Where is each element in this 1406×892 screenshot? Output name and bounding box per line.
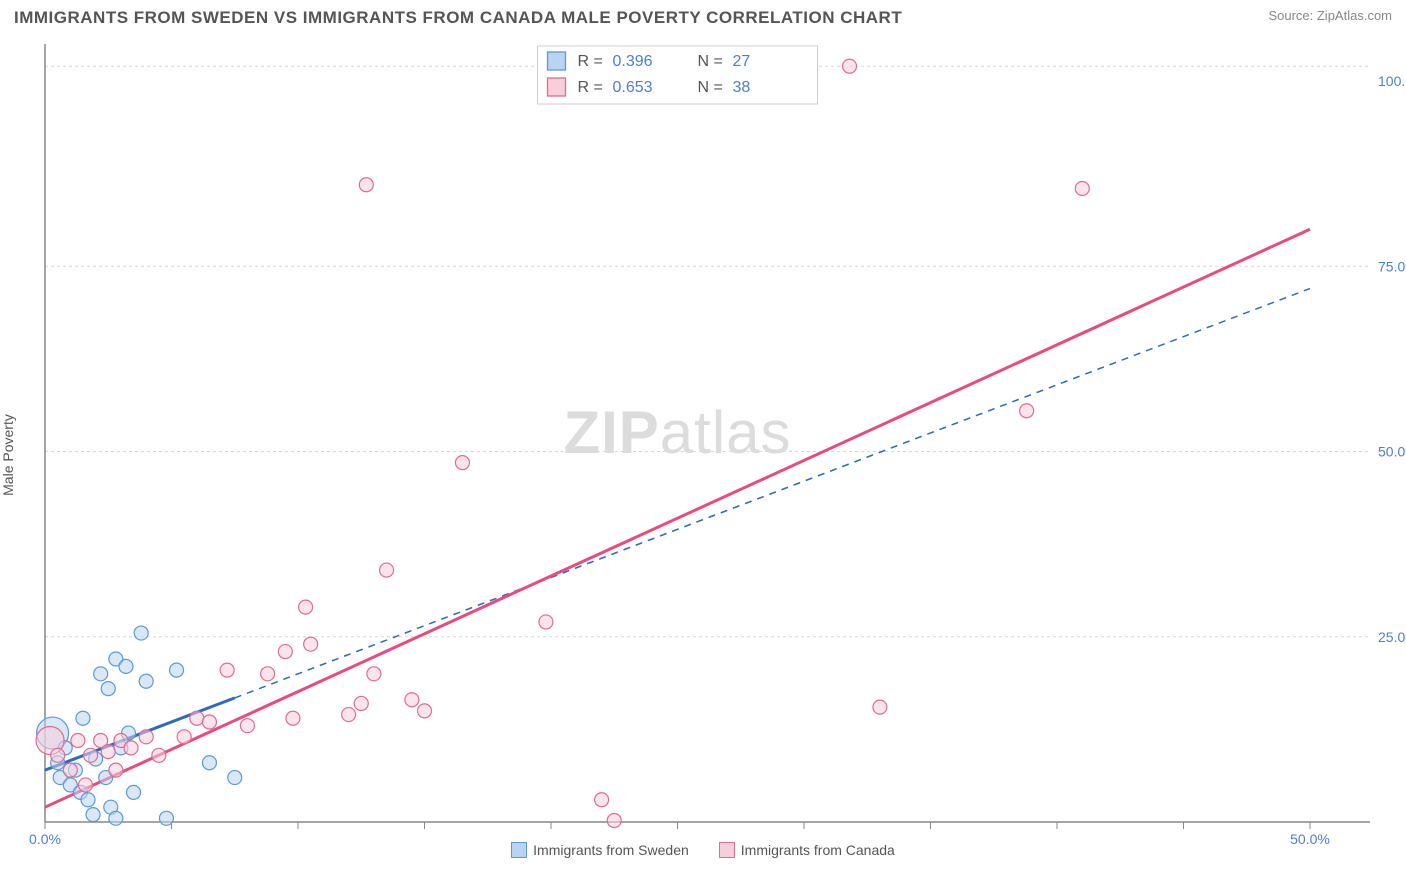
data-point <box>380 563 394 577</box>
data-point <box>190 711 204 725</box>
data-point <box>1020 404 1034 418</box>
data-point <box>202 715 216 729</box>
data-point <box>84 748 98 762</box>
data-point <box>607 814 621 828</box>
legend-r-value: 0.653 <box>613 79 653 96</box>
y-tick-label: 100.0% <box>1378 73 1406 89</box>
scatter-chart: 25.0%50.0%75.0%100.0%ZIPatlas0.0%50.0%R … <box>0 32 1406 852</box>
data-point <box>78 778 92 792</box>
data-point <box>76 711 90 725</box>
legend-r-label: R = <box>578 79 603 96</box>
legend-bottom: Immigrants from Sweden Immigrants from Ca… <box>0 842 1406 858</box>
data-point <box>240 719 254 733</box>
data-point <box>177 730 191 744</box>
data-point <box>202 756 216 770</box>
legend-n-label: N = <box>698 53 723 70</box>
data-point <box>539 615 553 629</box>
data-point <box>51 748 65 762</box>
legend-r-label: R = <box>578 53 603 70</box>
data-point <box>342 708 356 722</box>
data-point <box>278 645 292 659</box>
y-tick-label: 75.0% <box>1378 258 1406 274</box>
y-tick-label: 25.0% <box>1378 629 1406 645</box>
data-point <box>170 663 184 677</box>
data-point <box>354 696 368 710</box>
data-point <box>228 771 242 785</box>
legend-n-label: N = <box>698 79 723 96</box>
data-point <box>124 741 138 755</box>
data-point <box>595 793 609 807</box>
data-point <box>405 693 419 707</box>
data-point <box>1075 181 1089 195</box>
data-point <box>286 711 300 725</box>
data-point <box>220 663 234 677</box>
data-point <box>101 745 115 759</box>
chart-title: IMMIGRANTS FROM SWEDEN VS IMMIGRANTS FRO… <box>14 8 902 28</box>
data-point <box>455 456 469 470</box>
data-point <box>134 626 148 640</box>
legend-swatch <box>548 52 566 70</box>
data-point <box>843 59 857 73</box>
legend-r-value: 0.396 <box>613 53 653 70</box>
data-point <box>873 700 887 714</box>
y-axis-label: Male Poverty <box>0 414 16 496</box>
legend-label: Immigrants from Canada <box>741 842 895 858</box>
data-point <box>159 811 173 825</box>
data-point <box>81 793 95 807</box>
data-point <box>367 667 381 681</box>
data-point <box>109 763 123 777</box>
data-point <box>152 748 166 762</box>
data-point <box>63 763 77 777</box>
legend-item: Immigrants from Sweden <box>511 842 689 858</box>
data-point <box>359 178 373 192</box>
data-point <box>127 785 141 799</box>
y-tick-label: 50.0% <box>1378 444 1406 460</box>
data-point <box>418 704 432 718</box>
legend-n-value: 38 <box>733 79 751 96</box>
legend-swatch <box>511 842 527 858</box>
legend-swatch <box>548 78 566 96</box>
legend-swatch <box>719 842 735 858</box>
data-point <box>101 682 115 696</box>
data-point <box>86 808 100 822</box>
data-point <box>139 674 153 688</box>
data-point <box>304 637 318 651</box>
data-point <box>109 811 123 825</box>
legend-n-value: 27 <box>733 53 751 70</box>
watermark: ZIPatlas <box>563 399 791 466</box>
data-point <box>119 659 133 673</box>
source-attribution: Source: ZipAtlas.com <box>1268 8 1392 23</box>
data-point <box>139 730 153 744</box>
data-point <box>261 667 275 681</box>
legend-item: Immigrants from Canada <box>719 842 895 858</box>
data-point <box>299 600 313 614</box>
data-point <box>94 667 108 681</box>
legend-label: Immigrants from Sweden <box>533 842 689 858</box>
data-point <box>71 733 85 747</box>
